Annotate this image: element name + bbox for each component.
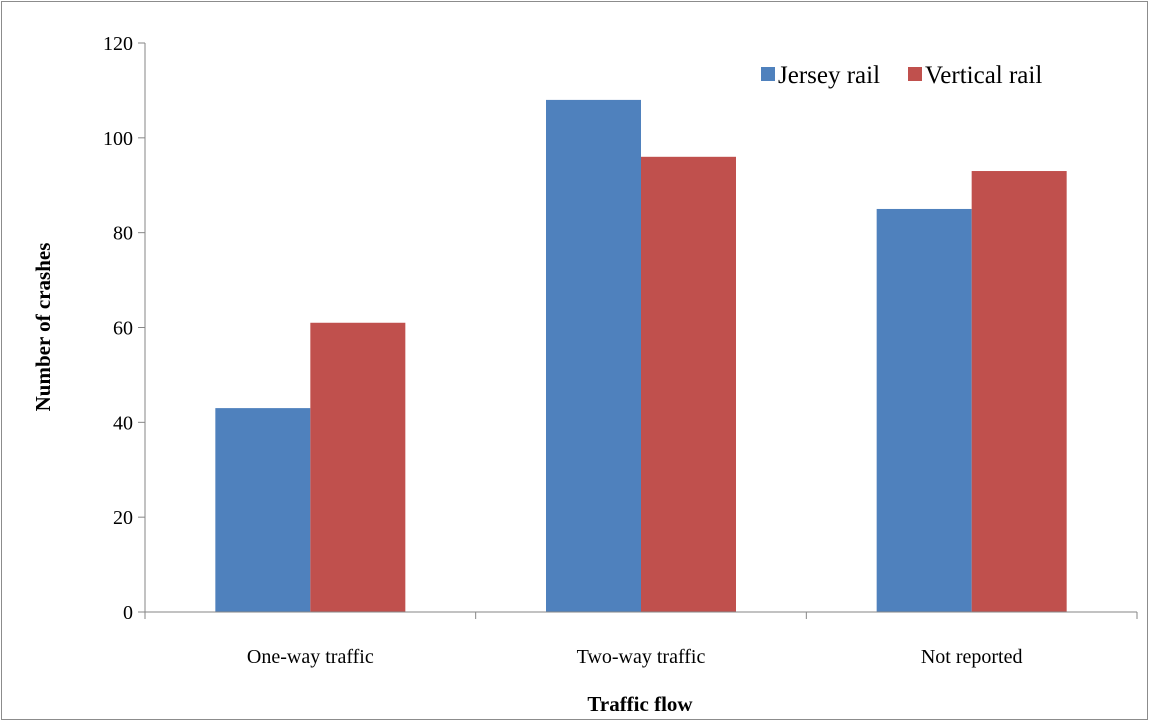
bar-vertical-rail-not-reported [971, 171, 1067, 612]
y-axis-title: Number of crashes [31, 243, 55, 412]
y-tick-label: 40 [113, 412, 133, 434]
bar-vertical-rail-one-way-traffic [310, 322, 406, 612]
legend: Jersey rail Vertical rail [761, 62, 1042, 89]
y-tick-label: 100 [103, 128, 133, 150]
legend-swatch-vertical-rail [908, 67, 922, 81]
legend-label-jersey-rail: Jersey rail [778, 62, 880, 89]
bar-jersey-rail-one-way-traffic [215, 408, 311, 612]
ticks-group: 0 20 40 60 80 100 120 One-way traffic Two-way tr… [103, 33, 1138, 668]
x-axis-title: Traffic flow [587, 692, 693, 716]
bar-jersey-rail-two-way-traffic [546, 99, 641, 612]
y-tick-label: 20 [113, 507, 133, 529]
bar-vertical-rail-two-way-traffic [641, 156, 736, 613]
bar-jersey-rail-not-reported [876, 208, 972, 613]
legend-label-vertical-rail: Vertical rail [925, 62, 1042, 89]
y-tick-label: 60 [113, 318, 133, 340]
x-tick-label: Not reported [921, 646, 1023, 668]
x-tick-label: One-way traffic [247, 646, 374, 668]
x-tick-label: Two-way traffic [577, 646, 706, 668]
y-tick-label: 80 [113, 223, 133, 245]
y-tick-label: 120 [103, 33, 133, 55]
legend-swatch-jersey-rail [761, 67, 775, 81]
y-tick-label: 0 [123, 602, 133, 624]
bars-group [215, 99, 1067, 613]
